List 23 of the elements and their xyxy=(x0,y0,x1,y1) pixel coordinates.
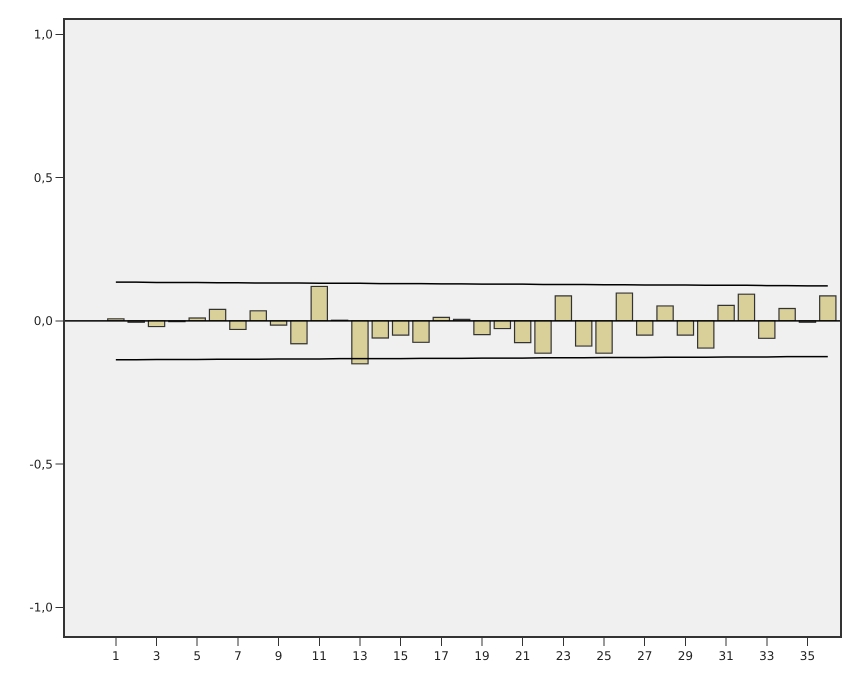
x-tick-label: 13 xyxy=(352,649,368,664)
x-tick-label: 29 xyxy=(678,649,694,664)
y-tick-label: -0,5 xyxy=(29,457,53,472)
x-tick-label: 21 xyxy=(515,649,530,664)
x-tick-label: 19 xyxy=(474,649,490,664)
x-tick-label: 5 xyxy=(193,649,202,664)
x-tick-label: 35 xyxy=(800,649,816,664)
x-tick-label: 33 xyxy=(759,649,774,664)
x-tick-label: 9 xyxy=(274,649,282,664)
x-tick-label: 1 xyxy=(112,649,120,664)
x-tick-label: 17 xyxy=(434,649,449,664)
x-tick-label: 27 xyxy=(637,649,652,664)
x-tick-label: 31 xyxy=(718,649,734,664)
x-tick-label: 23 xyxy=(556,649,571,664)
y-tick-label: 0,5 xyxy=(34,170,53,185)
y-tick-label: 1,0 xyxy=(34,28,53,42)
x-tick-label: 7 xyxy=(234,649,242,664)
x-tick-label: 25 xyxy=(596,649,612,664)
y-tick-label: 0,0 xyxy=(34,314,53,328)
x-tick-label: 3 xyxy=(152,649,160,664)
y-tick-label: -1,0 xyxy=(29,600,53,615)
x-tick-label: 11 xyxy=(312,649,327,664)
x-tick-label: 15 xyxy=(392,649,408,664)
